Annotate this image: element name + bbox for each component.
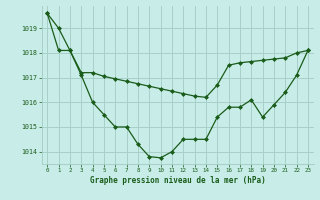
X-axis label: Graphe pression niveau de la mer (hPa): Graphe pression niveau de la mer (hPa) [90,176,266,185]
